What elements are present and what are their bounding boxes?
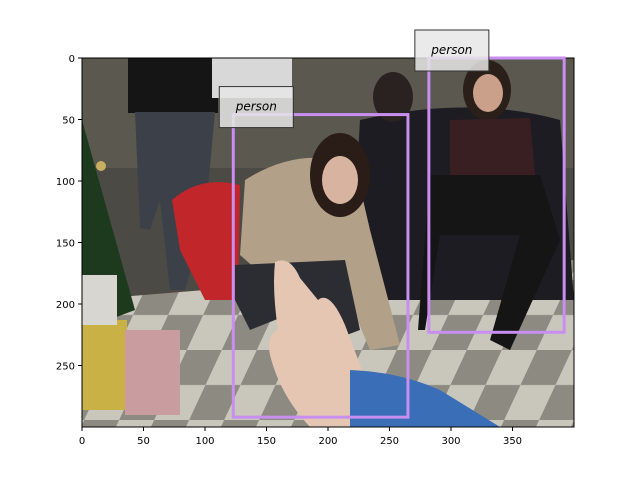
y-tick-label: 150 bbox=[56, 239, 75, 250]
y-axis-ticks: 0 50 100 150 200 250 bbox=[56, 54, 82, 373]
box-label-background bbox=[414, 29, 490, 72]
photo-woman-right-face bbox=[473, 74, 503, 112]
photo-woman-main-face bbox=[322, 156, 358, 204]
y-tick-label: 50 bbox=[62, 116, 75, 127]
x-tick-label: 150 bbox=[257, 436, 276, 447]
detections-layer: person person bbox=[218, 29, 566, 419]
box-label-background bbox=[218, 86, 294, 129]
photo bbox=[82, 58, 574, 427]
photo-sleeve bbox=[350, 370, 500, 427]
y-tick-label: 250 bbox=[56, 362, 75, 373]
x-tick-label: 300 bbox=[441, 436, 460, 447]
box-label-person: person bbox=[235, 100, 277, 114]
y-tick-label: 100 bbox=[56, 177, 75, 188]
x-tick-label: 200 bbox=[318, 436, 337, 447]
photo-red-chair bbox=[172, 182, 240, 300]
x-axis-ticks: 0 50 100 150 200 250 300 350 bbox=[79, 427, 522, 447]
x-tick-label: 50 bbox=[137, 436, 150, 447]
photo-hand bbox=[269, 260, 362, 427]
bounding-box-person bbox=[427, 56, 566, 334]
photo-woman-right-top bbox=[450, 118, 535, 180]
photo-standing-person-top bbox=[128, 58, 218, 113]
y-tick-label: 200 bbox=[56, 300, 75, 311]
bounding-box-person bbox=[231, 113, 410, 419]
photo-pink-bag bbox=[125, 330, 180, 415]
x-tick-label: 0 bbox=[79, 436, 85, 447]
y-tick-label: 0 bbox=[69, 54, 75, 65]
x-tick-label: 350 bbox=[503, 436, 522, 447]
x-tick-label: 250 bbox=[380, 436, 399, 447]
photo-woman-center-head bbox=[373, 72, 413, 122]
photo-white-bag bbox=[82, 275, 117, 325]
photo-yellow-bag bbox=[82, 320, 127, 410]
box-label-person: person bbox=[430, 43, 472, 57]
photo-ornament bbox=[96, 161, 106, 171]
x-tick-label: 100 bbox=[195, 436, 214, 447]
photo-woman-right-legs bbox=[418, 175, 560, 350]
